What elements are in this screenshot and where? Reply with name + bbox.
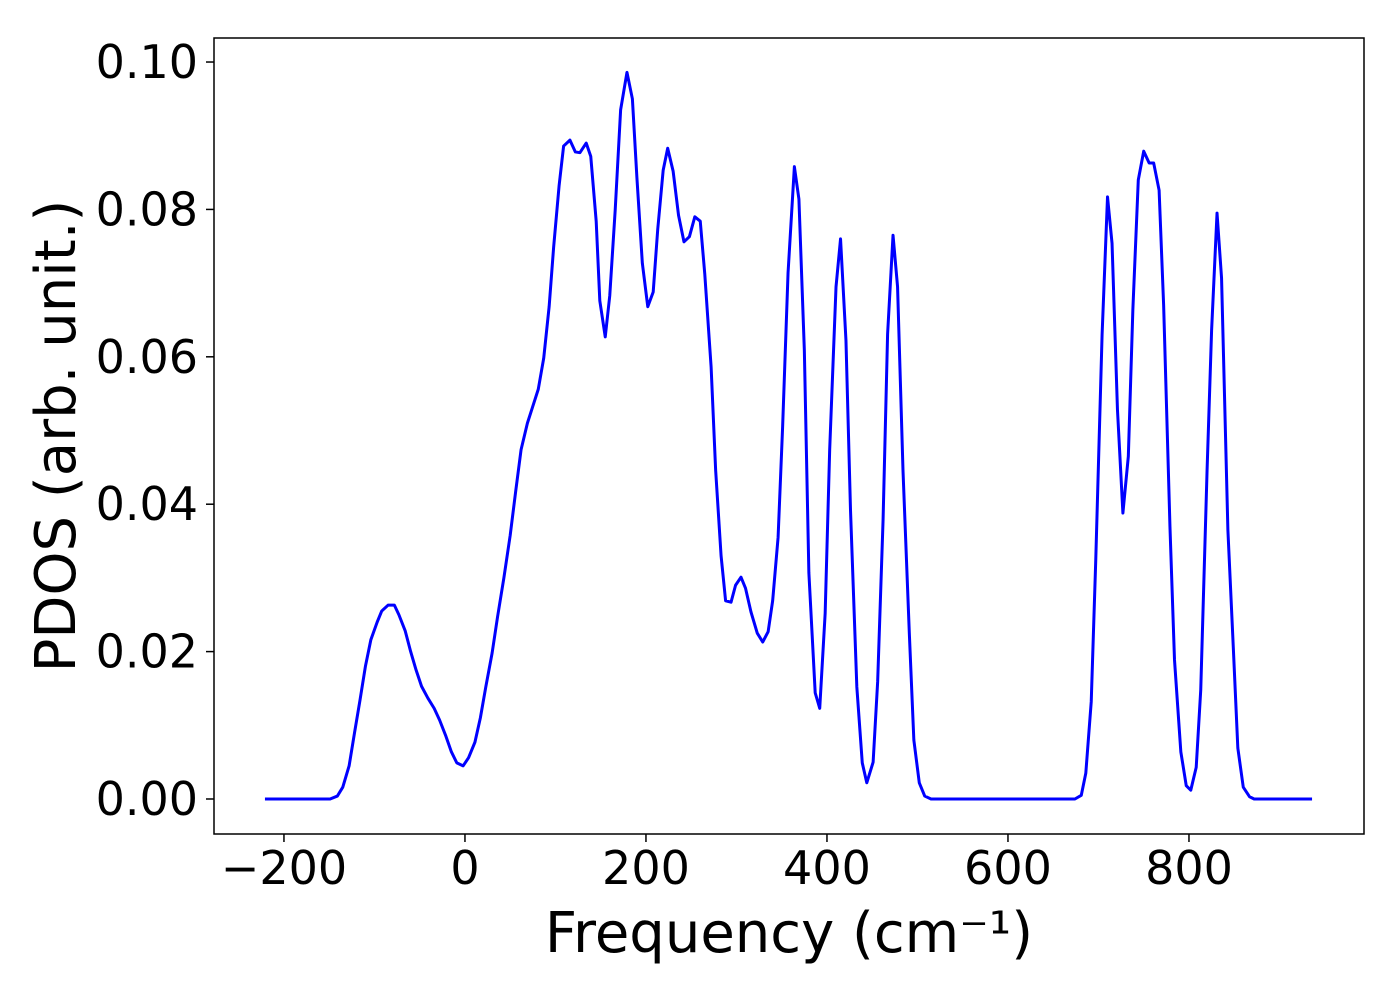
y-tick-label: 0.06 (96, 330, 198, 384)
y-axis-label: PDOS (arb. unit.) (24, 200, 89, 673)
x-tick-label: 400 (783, 841, 871, 895)
x-tick-label: 600 (964, 841, 1052, 895)
plot-frame (213, 37, 1365, 835)
x-tick-label: 200 (602, 841, 690, 895)
y-tick-label: 0.00 (96, 772, 198, 826)
line-series (264, 70, 1313, 801)
y-tick-label: 0.08 (96, 182, 198, 236)
y-tick-label: 0.04 (96, 477, 198, 531)
x-tick-label: 800 (1145, 841, 1233, 895)
y-tick-label: 0.10 (96, 35, 198, 89)
y-tick-label: 0.02 (96, 625, 198, 679)
x-axis-label: Frequency (cm⁻¹) (545, 901, 1033, 966)
x-tick-label: −200 (221, 841, 347, 895)
x-tick-label: 0 (450, 841, 479, 895)
